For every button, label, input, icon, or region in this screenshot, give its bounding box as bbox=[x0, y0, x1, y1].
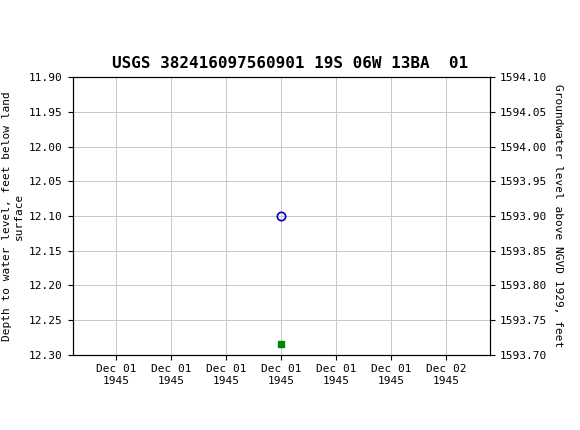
Text: ≡USGS: ≡USGS bbox=[10, 11, 65, 29]
Y-axis label: Depth to water level, feet below land
surface: Depth to water level, feet below land su… bbox=[2, 91, 23, 341]
Text: USGS 382416097560901 19S 06W 13BA  01: USGS 382416097560901 19S 06W 13BA 01 bbox=[112, 56, 468, 71]
Legend: Period of approved data: Period of approved data bbox=[183, 428, 380, 430]
Y-axis label: Groundwater level above NGVD 1929, feet: Groundwater level above NGVD 1929, feet bbox=[553, 84, 563, 348]
